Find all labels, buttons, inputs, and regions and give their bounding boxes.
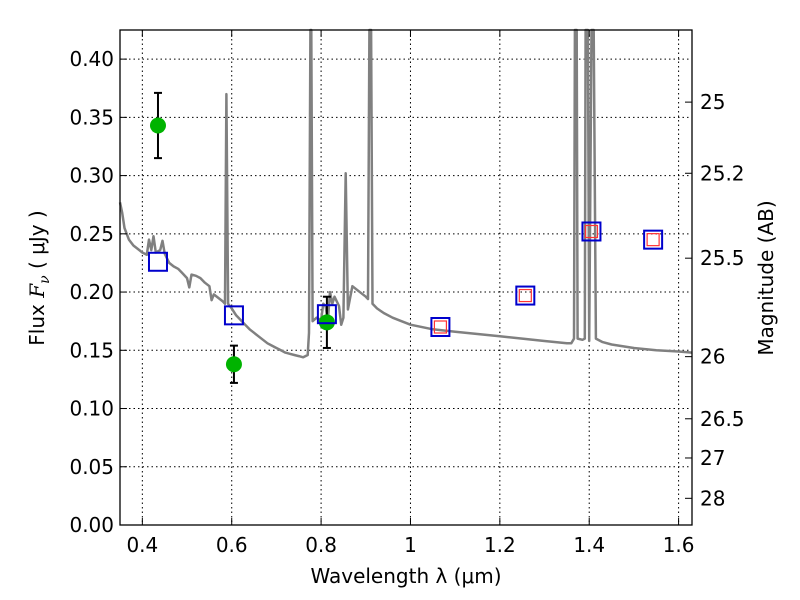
y-label-prefix: Flux <box>25 298 49 346</box>
model-flux-square <box>643 229 664 250</box>
y-axis-label-right: Magnitude (AB) <box>754 200 778 355</box>
synthetic-flux-square <box>646 233 660 247</box>
y-label-subscript: ν <box>37 275 53 284</box>
y-tick-label: 0.25 <box>69 222 114 246</box>
x-tick-label: 1.4 <box>573 533 605 557</box>
x-axis-label: Wavelength λ (μm) <box>310 564 501 588</box>
right-tick-label: 26.5 <box>700 407 745 431</box>
axis-ticks <box>120 30 692 526</box>
y-label-symbol: F <box>25 283 49 299</box>
right-tick-label: 25 <box>700 90 725 114</box>
x-tick-label: 0.8 <box>305 533 337 557</box>
y-tick-label: 0.10 <box>69 397 114 421</box>
tick-labels: 0.4 0.6 0.8 1 1.2 1.4 1.6 0.00 0.05 0.10 0.15 0.20 0… <box>69 47 744 557</box>
y-tick-label: 0.05 <box>69 455 114 479</box>
y-tick-label: 0.40 <box>69 47 114 71</box>
right-tick-label: 25.2 <box>700 161 745 185</box>
photometry-markers <box>147 91 664 384</box>
x-tick-label: 1.2 <box>484 533 516 557</box>
y-axis-label-left: Flux Fν ( μJy ) <box>25 210 53 345</box>
observed-flux-point <box>149 117 166 134</box>
right-tick-label: 28 <box>700 486 725 510</box>
y-label-suffix: ( μJy ) <box>25 210 49 275</box>
right-tick-label: 27 <box>700 446 725 470</box>
model-flux-square <box>147 251 168 272</box>
x-tick-label: 1 <box>404 533 417 557</box>
observed-flux-point <box>225 356 242 373</box>
y-tick-label: 0.15 <box>69 338 114 362</box>
model-flux-square <box>515 285 536 306</box>
y-tick-label: 0.35 <box>69 105 114 129</box>
right-tick-label: 26 <box>700 345 725 369</box>
synthetic-flux-square <box>518 288 532 303</box>
right-tick-label: 25.5 <box>700 246 745 270</box>
y-tick-label: 0.30 <box>69 164 114 188</box>
x-tick-label: 0.6 <box>216 533 248 557</box>
plot-frame <box>119 29 693 526</box>
model-flux-square <box>430 317 451 337</box>
x-tick-label: 1.6 <box>663 533 695 557</box>
model-spectrum <box>118 28 693 359</box>
y-tick-label: 0.00 <box>69 513 114 537</box>
model-flux-square <box>581 221 602 242</box>
y-tick-label: 0.20 <box>69 280 114 304</box>
grid-lines <box>120 30 692 526</box>
synthetic-flux-square <box>433 320 448 334</box>
x-tick-label: 0.4 <box>126 533 158 557</box>
synthetic-flux-square <box>584 224 599 239</box>
spectrum-line <box>118 28 693 359</box>
model-flux-square <box>223 305 244 326</box>
model-flux-square <box>316 304 337 325</box>
